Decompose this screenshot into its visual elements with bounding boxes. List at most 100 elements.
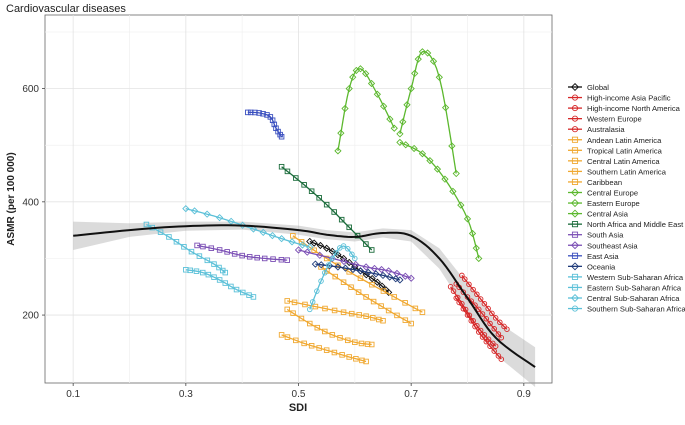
data-point (268, 231, 277, 240)
data-point (143, 221, 150, 228)
data-point (571, 273, 579, 280)
data-point (157, 229, 164, 235)
data-point (570, 199, 580, 208)
data-point (211, 274, 217, 280)
data-point (323, 201, 330, 208)
data-point (270, 256, 276, 262)
data-point (339, 352, 345, 358)
data-point (396, 276, 404, 284)
series-south-asia (194, 242, 290, 263)
data-point (570, 293, 580, 303)
data-point (284, 257, 290, 263)
data-point (476, 329, 482, 335)
data-point (349, 265, 357, 274)
data-point (346, 354, 352, 360)
data-point (411, 69, 419, 78)
data-point (362, 271, 370, 279)
data-point (386, 115, 394, 123)
data-point (332, 273, 338, 280)
data-point (419, 309, 426, 315)
data-point (385, 307, 392, 314)
data-point (346, 224, 352, 231)
data-point (472, 323, 478, 330)
data-point (284, 334, 291, 340)
data-point (571, 105, 579, 112)
data-point (227, 217, 235, 225)
series-central-europe (396, 138, 483, 263)
legend-label: Andean Latin America (587, 136, 662, 145)
data-point (456, 299, 462, 306)
data-point (386, 273, 394, 281)
series-line (309, 240, 390, 293)
data-point (323, 347, 330, 353)
data-point (403, 101, 411, 109)
series-southern-sub-saharan-africa (307, 243, 358, 313)
series-eastern-europe (396, 48, 460, 178)
data-point (441, 175, 449, 183)
data-point (222, 280, 229, 286)
legend-item: Central Sub-Saharan Africa (568, 293, 680, 303)
data-point (457, 201, 465, 209)
series-eastern-sub-saharan-africa (143, 221, 229, 276)
data-point (571, 115, 579, 122)
data-point (393, 269, 401, 278)
data-point (491, 348, 497, 354)
data-point (271, 121, 278, 128)
data-point (298, 315, 305, 322)
data-point (260, 110, 266, 117)
data-point (390, 124, 398, 132)
data-point (504, 326, 510, 332)
data-point (402, 300, 408, 306)
legend-label: Central Europe (587, 189, 638, 198)
series-line (450, 286, 497, 347)
series-western-sub-saharan-africa (183, 267, 257, 300)
data-point (312, 303, 319, 310)
data-point (307, 306, 313, 313)
data-point (571, 168, 579, 175)
series-central-sub-saharan-africa (182, 204, 314, 251)
data-point (205, 271, 212, 278)
x-tick-label: 0.3 (179, 389, 193, 400)
data-point (429, 57, 438, 65)
data-point (385, 288, 393, 297)
data-point (450, 288, 457, 294)
data-point (306, 243, 314, 251)
data-point (468, 318, 475, 324)
data-point (322, 305, 328, 312)
data-point (329, 332, 336, 338)
series-north-africa-and-middle-east (278, 163, 375, 253)
data-point (290, 310, 296, 316)
data-point (325, 262, 334, 270)
data-point (571, 221, 579, 228)
data-point (501, 323, 507, 330)
data-point (301, 182, 307, 188)
series-central-asia (334, 65, 398, 155)
series-line (455, 297, 502, 360)
data-point (487, 343, 493, 349)
data-point (316, 345, 322, 351)
data-point (291, 299, 298, 306)
data-point (463, 215, 472, 223)
series-line (399, 50, 457, 174)
data-point (344, 337, 351, 344)
data-point (208, 245, 215, 251)
legend-label: Central Asia (587, 210, 629, 219)
series-line (320, 266, 412, 325)
data-point (402, 317, 409, 323)
data-point (476, 306, 482, 313)
data-point (462, 276, 468, 282)
data-point (460, 306, 467, 312)
data-point (318, 278, 324, 284)
data-point (460, 289, 467, 295)
data-point (294, 246, 303, 254)
data-point (284, 298, 290, 304)
data-point (370, 264, 379, 273)
data-point (301, 340, 307, 347)
series-oceania (311, 260, 404, 284)
data-point (284, 306, 290, 313)
data-point (481, 300, 488, 307)
y-tick-label: 400 (22, 197, 39, 208)
data-point (352, 255, 358, 262)
series-line (281, 334, 367, 363)
data-point (340, 309, 347, 315)
